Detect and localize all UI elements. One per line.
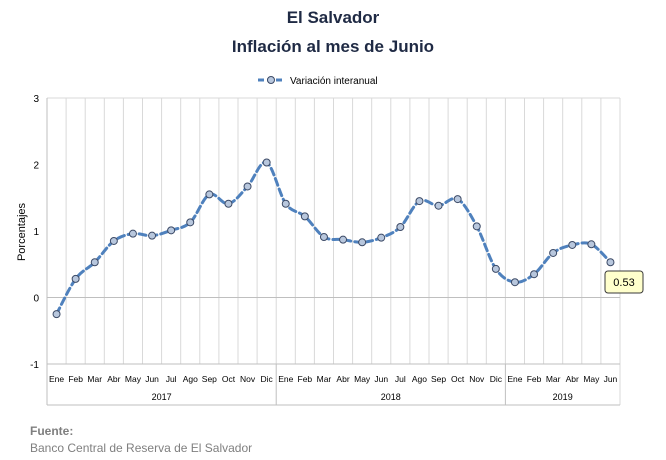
x-tick-label: Mar bbox=[317, 374, 332, 384]
data-point bbox=[358, 238, 367, 247]
x-tick-label: May bbox=[583, 374, 600, 384]
x-tick-label: Feb bbox=[298, 374, 313, 384]
data-point bbox=[262, 158, 271, 167]
chart-subtitle: Inflación al mes de Junio bbox=[231, 37, 435, 56]
y-tick-label: 2 bbox=[33, 161, 39, 172]
x-tick-label: Ago bbox=[183, 374, 198, 384]
data-point bbox=[568, 240, 577, 249]
data-point bbox=[434, 201, 443, 210]
data-point bbox=[510, 278, 519, 287]
x-tick-label: Jul bbox=[166, 374, 177, 384]
x-tick-label: Jun bbox=[374, 374, 388, 384]
x-tick-label: Dic bbox=[261, 374, 274, 384]
x-tick-label: Oct bbox=[222, 374, 236, 384]
year-labels: 2017 2018 2019 bbox=[152, 392, 573, 402]
x-tick-label: Nov bbox=[469, 374, 485, 384]
data-point bbox=[71, 274, 80, 283]
data-point bbox=[453, 195, 462, 204]
x-tick-label: Sep bbox=[431, 374, 446, 384]
data-point bbox=[396, 223, 405, 232]
data-point bbox=[52, 310, 61, 319]
data-point bbox=[167, 226, 176, 235]
data-points bbox=[52, 158, 615, 319]
y-tick-label: 0 bbox=[33, 294, 39, 305]
x-tick-label: Dic bbox=[490, 374, 503, 384]
data-point bbox=[549, 248, 558, 257]
data-point bbox=[90, 258, 99, 267]
data-point bbox=[606, 258, 615, 267]
source-text: Banco Central de Reserva de El Salvador bbox=[30, 441, 253, 455]
y-tick-label: 1 bbox=[33, 227, 39, 238]
y-tick-label: 3 bbox=[33, 94, 39, 105]
year-label: 2017 bbox=[152, 392, 172, 402]
data-point bbox=[148, 231, 157, 240]
data-label: 0.53 bbox=[613, 277, 634, 289]
source-label: Fuente: bbox=[30, 424, 74, 438]
chart-title: El Salvador bbox=[286, 8, 380, 27]
legend-entry: Variación interanual bbox=[290, 76, 378, 87]
data-point bbox=[491, 264, 500, 273]
year-label: 2019 bbox=[553, 392, 573, 402]
legend-marker bbox=[267, 76, 275, 84]
data-point bbox=[415, 197, 424, 206]
data-point bbox=[281, 199, 290, 208]
line-chart: Variación interanual Porcentajes -10123 … bbox=[16, 76, 644, 406]
y-tick-label: -1 bbox=[30, 360, 39, 371]
x-tick-label: Ago bbox=[412, 374, 427, 384]
data-point bbox=[339, 235, 348, 244]
x-tick-label: Ene bbox=[278, 374, 293, 384]
x-tick-label: Feb bbox=[68, 374, 83, 384]
x-tick-label: Ene bbox=[49, 374, 64, 384]
data-point bbox=[530, 270, 539, 279]
data-label-callout: 0.53 bbox=[604, 270, 644, 294]
data-point bbox=[319, 232, 328, 241]
gridlines bbox=[46, 98, 621, 405]
year-label: 2018 bbox=[381, 392, 401, 402]
data-label-box bbox=[604, 270, 644, 294]
x-tick-label: May bbox=[125, 374, 142, 384]
data-point bbox=[377, 233, 386, 242]
x-tick-label: Nov bbox=[240, 374, 256, 384]
data-point bbox=[186, 218, 195, 227]
axes bbox=[46, 97, 620, 406]
x-tick-label: Jun bbox=[145, 374, 159, 384]
x-tick-label: Abr bbox=[107, 374, 120, 384]
x-tick-label: Mar bbox=[87, 374, 102, 384]
data-point bbox=[109, 236, 118, 245]
x-tick-label: Oct bbox=[451, 374, 465, 384]
x-tick-label: Mar bbox=[546, 374, 561, 384]
data-point bbox=[243, 182, 252, 191]
x-tick-label: May bbox=[354, 374, 371, 384]
x-tick-label: Ene bbox=[507, 374, 522, 384]
x-tick-label: Abr bbox=[566, 374, 579, 384]
data-point bbox=[472, 222, 481, 231]
x-tick-label: Feb bbox=[527, 374, 542, 384]
x-ticks: Ene Feb Mar Abr May Jun Jul Ago Sep Oct Nov Dic Ene F… bbox=[49, 374, 618, 384]
data-point bbox=[587, 240, 596, 249]
x-tick-label: Jul bbox=[395, 374, 406, 384]
data-point bbox=[128, 229, 137, 238]
y-axis-label: Porcentajes bbox=[16, 202, 28, 261]
x-tick-label: Jun bbox=[604, 374, 618, 384]
y-ticks: -1 0 1 2 3 bbox=[30, 94, 39, 371]
legend: Variación interanual bbox=[258, 76, 378, 87]
x-tick-label: Abr bbox=[336, 374, 349, 384]
data-point bbox=[224, 199, 233, 208]
x-tick-label: Sep bbox=[202, 374, 217, 384]
data-point bbox=[300, 212, 309, 221]
data-point bbox=[205, 190, 214, 199]
